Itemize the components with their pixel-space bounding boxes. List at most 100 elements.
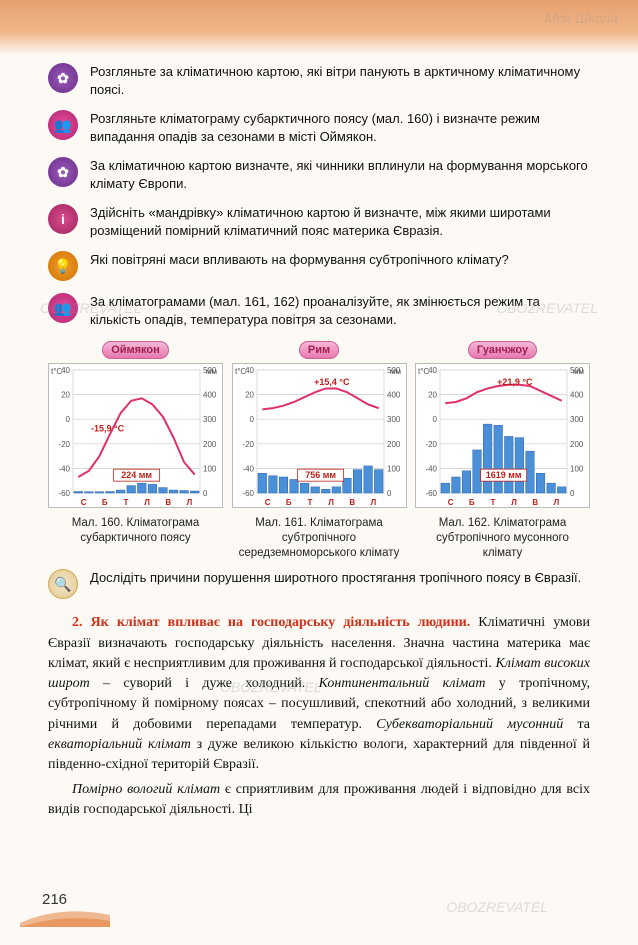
svg-text:0: 0 (570, 489, 575, 498)
svg-text:0: 0 (203, 489, 208, 498)
svg-text:300: 300 (387, 416, 401, 425)
body-para-2: Помірно вологий клімат є сприятливим для… (48, 780, 590, 821)
research-task-text: Дослідіть причини порушення широтного пр… (90, 569, 581, 587)
svg-text:Б: Б (102, 498, 108, 507)
svg-text:100: 100 (570, 465, 584, 474)
svg-text:20: 20 (61, 391, 70, 400)
svg-text:-60: -60 (242, 489, 254, 498)
svg-text:500: 500 (570, 366, 584, 375)
task-text: Які повітряні маси впливають на формуван… (90, 251, 509, 269)
svg-text:0: 0 (249, 416, 254, 425)
chart-caption: Мал. 160. Кліматограма субарктичного поя… (48, 516, 223, 546)
svg-text:1619 мм: 1619 мм (486, 471, 522, 481)
svg-text:500: 500 (203, 366, 217, 375)
svg-text:300: 300 (203, 416, 217, 425)
section-heading: 2. Як клімат впливає на господарську дія… (72, 615, 470, 630)
svg-text:+15,4 °C: +15,4 °C (314, 377, 350, 387)
svg-text:20: 20 (428, 391, 437, 400)
svg-text:-20: -20 (242, 440, 254, 449)
task-text: Здійсніть «мандрівку» кліматичною картою… (90, 204, 590, 239)
svg-text:0: 0 (433, 416, 438, 425)
svg-text:200: 200 (570, 440, 584, 449)
task-row: ✿ Розгляньте за кліматичною картою, які в… (48, 63, 590, 98)
chart-plot: t°Cмм40200-20-40-605004003002001000224 м… (48, 363, 223, 508)
watermark: Моя Школа (545, 10, 618, 26)
svg-text:+21,9 °C: +21,9 °C (497, 377, 533, 387)
task-row: i Здійсніть «мандрівку» кліматичною карто… (48, 204, 590, 239)
svg-text:Т: Т (123, 498, 128, 507)
svg-text:-60: -60 (425, 489, 437, 498)
svg-text:С: С (81, 498, 87, 507)
svg-text:756 мм: 756 мм (305, 471, 336, 481)
svg-text:-20: -20 (58, 440, 70, 449)
svg-text:Л: Л (187, 498, 193, 507)
puzzle-icon: ✿ (48, 157, 78, 187)
task-row: ✿ За кліматичною картою визначте, які чин… (48, 157, 590, 192)
task-text: Розгляньте за кліматичною картою, які ві… (90, 63, 590, 98)
svg-text:400: 400 (570, 391, 584, 400)
task-text: За кліматичною картою визначте, які чинн… (90, 157, 590, 192)
watermark: OBOZREVATEL (446, 899, 548, 915)
header-decoration (0, 0, 638, 55)
svg-text:300: 300 (570, 416, 584, 425)
task-text: Розгляньте кліматограму субарктичного по… (90, 110, 590, 145)
chart-caption: Мал. 162. Кліматограма субтропічного мус… (415, 516, 590, 561)
chart-plot: t°Cмм40200-20-40-605004003002001000756 м… (232, 363, 407, 508)
climatogram: Гуанчжоуt°Cмм40200-20-40-605004003002001… (415, 340, 590, 561)
svg-text:400: 400 (387, 391, 401, 400)
task-row: 💡 Які повітряні маси впливають на формува… (48, 251, 590, 281)
watermark: OBOZREVATEL (40, 300, 142, 316)
svg-text:Т: Т (490, 498, 495, 507)
watermark: OBOZREVATEL (220, 679, 322, 695)
svg-text:400: 400 (203, 391, 217, 400)
light-icon: 💡 (48, 251, 78, 281)
svg-text:-40: -40 (242, 465, 254, 474)
chart-city-title: Гуанчжоу (468, 341, 537, 359)
svg-text:Л: Л (554, 498, 560, 507)
puzzle-icon: ✿ (48, 63, 78, 93)
page-number: 216 (42, 891, 67, 908)
chart-city-title: Рим (299, 341, 339, 359)
svg-text:100: 100 (387, 465, 401, 474)
svg-text:40: 40 (61, 366, 70, 375)
svg-text:-40: -40 (58, 465, 70, 474)
svg-text:40: 40 (428, 366, 437, 375)
watermark: OBOZREVATEL (496, 300, 598, 316)
svg-text:Б: Б (469, 498, 475, 507)
svg-text:В: В (165, 498, 171, 507)
svg-text:-60: -60 (58, 489, 70, 498)
climatogram: Римt°Cмм40200-20-40-60500400300200100075… (232, 340, 407, 561)
chart-plot: t°Cмм40200-20-40-6050040030020010001619 … (415, 363, 590, 508)
svg-text:224 мм: 224 мм (121, 471, 152, 481)
svg-text:-40: -40 (425, 465, 437, 474)
svg-text:Т: Т (307, 498, 312, 507)
climatogram: Оймяконt°Cмм40200-20-40-6050040030020010… (48, 340, 223, 561)
search-icon: 🔍 (48, 569, 78, 599)
svg-text:0: 0 (66, 416, 71, 425)
svg-text:100: 100 (203, 465, 217, 474)
tasks-list: ✿ Розгляньте за кліматичною картою, які в… (48, 63, 590, 328)
charts-row: Оймяконt°Cмм40200-20-40-6050040030020010… (48, 340, 590, 561)
svg-text:Б: Б (285, 498, 291, 507)
info-icon: i (48, 204, 78, 234)
svg-text:0: 0 (387, 489, 392, 498)
svg-text:40: 40 (245, 366, 254, 375)
svg-text:В: В (349, 498, 355, 507)
svg-text:Л: Л (144, 498, 150, 507)
svg-text:С: С (448, 498, 454, 507)
svg-text:20: 20 (245, 391, 254, 400)
chart-city-title: Оймякон (102, 341, 169, 359)
svg-text:200: 200 (387, 440, 401, 449)
svg-text:В: В (532, 498, 538, 507)
svg-text:200: 200 (203, 440, 217, 449)
svg-text:-15,9 °C: -15,9 °C (91, 424, 125, 434)
page-number-decoration: 216 (20, 895, 110, 927)
svg-text:Л: Л (328, 498, 334, 507)
task-row: 👥 Розгляньте кліматограму субарктичного п… (48, 110, 590, 145)
svg-text:-20: -20 (425, 440, 437, 449)
svg-text:Л: Л (511, 498, 517, 507)
svg-text:С: С (264, 498, 270, 507)
chart-caption: Мал. 161. Кліматограма субтропічного сер… (232, 516, 407, 561)
svg-text:500: 500 (387, 366, 401, 375)
people-icon: 👥 (48, 110, 78, 140)
